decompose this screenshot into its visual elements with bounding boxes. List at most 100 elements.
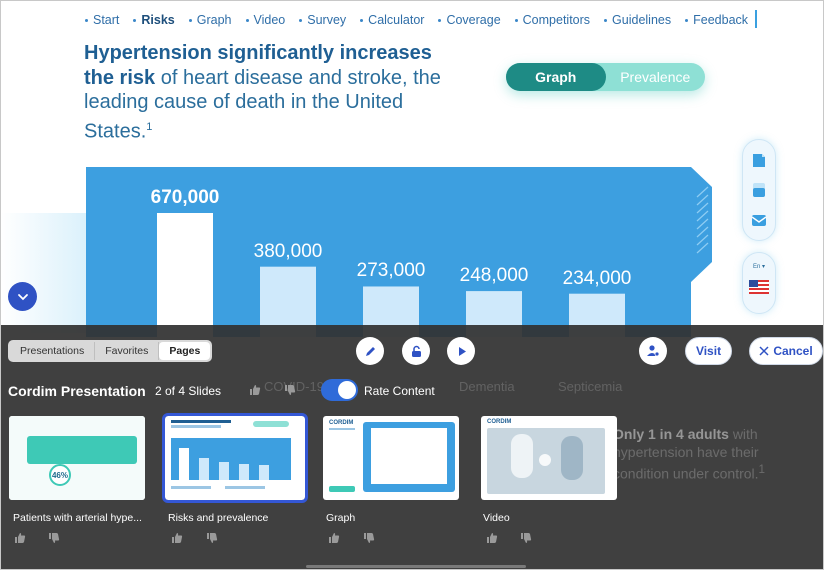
thumb-text-line: [225, 486, 265, 489]
bottom-scrollbar[interactable]: [306, 565, 526, 568]
nav-item-risks[interactable]: Risks: [133, 12, 175, 28]
slide-thumbnail-1[interactable]: 46%: [9, 416, 145, 500]
thumbnail-caption-1: Patients with arterial hype...: [13, 512, 142, 524]
bullet-icon: [245, 18, 249, 22]
toggle-prevalence[interactable]: Prevalence: [620, 69, 691, 85]
tab-presentations[interactable]: Presentations: [10, 342, 96, 360]
thumb-person: [511, 434, 533, 478]
toggle-graph[interactable]: Graph: [506, 63, 606, 91]
nav-item-coverage[interactable]: Coverage: [438, 12, 501, 28]
thumbs-up-icon[interactable]: [328, 532, 340, 544]
toggle-knob: [338, 381, 356, 399]
chart-value-label: 670,000: [150, 187, 220, 208]
nav-item-competitors[interactable]: Competitors: [514, 12, 590, 28]
bullet-icon: [438, 18, 442, 22]
chart-bar: [157, 213, 213, 337]
thumbs-down-icon[interactable]: [206, 532, 218, 544]
edit-button[interactable]: [356, 337, 384, 365]
graph-prevalence-toggle: Graph Prevalence: [506, 63, 705, 91]
thumb-person: [561, 436, 583, 480]
unlock-icon: [411, 345, 421, 357]
bullet-icon: [85, 18, 88, 22]
nav-item-graph[interactable]: Graph: [188, 12, 232, 28]
thumbs-down-icon[interactable]: [363, 532, 375, 544]
thumb-title-line: [171, 420, 231, 423]
language-code: En: [752, 264, 761, 270]
slide-thumbnail-2[interactable]: [162, 413, 308, 503]
nav-item-video[interactable]: Video: [245, 12, 286, 28]
slide-thumbnail-3[interactable]: CORDIM: [323, 416, 459, 500]
tab-favorites[interactable]: Favorites: [95, 342, 160, 360]
thumbnail-caption-2: Risks and prevalence: [168, 512, 269, 524]
thumb-plot: [371, 428, 447, 484]
us-flag-icon[interactable]: [749, 280, 769, 294]
thumbs-up-icon[interactable]: [249, 384, 261, 396]
nav-item-guidelines[interactable]: Guidelines: [604, 12, 671, 28]
pencil-icon: [365, 346, 375, 356]
rate-content-toggle[interactable]: [321, 379, 358, 401]
mail-icon[interactable]: [749, 210, 769, 230]
slides-count: 2 of 4 Slides: [155, 384, 222, 398]
chart-background: [86, 167, 712, 337]
nav-item-survey[interactable]: Survey: [299, 12, 346, 28]
nav-item-start[interactable]: Start: [85, 12, 119, 28]
nav-item-label: Guidelines: [612, 13, 672, 27]
chart-edge-stripes: [696, 186, 709, 254]
user-button[interactable]: [639, 337, 667, 365]
thumb-bar: [199, 458, 209, 480]
nav-item-label: Calculator: [368, 13, 425, 27]
layers-icon[interactable]: [749, 180, 769, 200]
nav-item-feedback[interactable]: Feedback: [685, 10, 758, 28]
panel-tabs: Presentations Favorites Pages: [8, 340, 213, 362]
thumbs-down-icon[interactable]: [520, 532, 532, 544]
visit-label: Visit: [695, 344, 722, 358]
thumb-text-line: [171, 486, 211, 489]
bar-chart: 670,000 380,000 273,000 248,000 234,000: [86, 167, 712, 337]
thumb-text-line: [329, 428, 355, 430]
bullet-icon: [299, 18, 303, 22]
thumbnail-caption-4: Video: [483, 512, 510, 524]
nav-item-label: Video: [253, 13, 286, 27]
thumbs-up-icon[interactable]: [14, 532, 26, 544]
chart-value-label: 380,000: [253, 240, 323, 262]
thumbs-down-icon[interactable]: [284, 384, 296, 396]
page-headline: Hypertension significantly increases the…: [84, 41, 464, 144]
document-icon[interactable]: [749, 150, 769, 170]
visit-button[interactable]: Visit: [685, 337, 732, 365]
collapse-button[interactable]: [8, 282, 37, 311]
presentation-title: Cordim Presentation: [8, 383, 146, 399]
thumb-toggle: [253, 421, 289, 427]
thumbnail-caption-3: Graph: [326, 512, 356, 524]
nav-item-label: Coverage: [446, 13, 501, 27]
slide-thumbnail-4[interactable]: CORDIM: [481, 416, 617, 500]
close-icon: [759, 346, 769, 356]
top-navigation: Start Risks Graph Video Survey Calculato…: [85, 10, 758, 28]
nav-item-label: Graph: [196, 13, 232, 27]
ghost-right-rest: with hypertension have their condition u…: [613, 426, 759, 482]
thumbs-down-icon[interactable]: [48, 532, 60, 544]
sidebar-tools: [742, 139, 776, 241]
tab-pages[interactable]: Pages: [159, 342, 211, 360]
play-button[interactable]: [447, 337, 475, 365]
thumbs-up-icon[interactable]: [171, 532, 183, 544]
thumbs-up-icon[interactable]: [486, 532, 498, 544]
headline-rest: of heart disease and stroke, the leading…: [84, 66, 441, 143]
play-icon: [458, 346, 466, 356]
cancel-button[interactable]: Cancel: [749, 337, 823, 365]
bullet-icon: [188, 18, 192, 22]
nav-item-label: Start: [93, 13, 120, 27]
thumb-logo: CORDIM: [487, 419, 512, 425]
ghost-right-bold: Only 1 in 4 adults: [613, 426, 729, 442]
thumb-title-line: [171, 425, 221, 428]
nav-item-label: Survey: [307, 13, 347, 27]
bullet-icon: [604, 18, 608, 22]
headline-bold: Hypertension significantly increases the…: [84, 42, 432, 89]
nav-item-calculator[interactable]: Calculator: [360, 12, 424, 28]
language-label[interactable]: En ▾: [752, 264, 766, 270]
lock-button[interactable]: [402, 337, 430, 365]
thumb-bar: [219, 462, 229, 480]
chart-glow: [1, 213, 91, 333]
ghost-right-text: Only 1 in 4 adults with hypertension hav…: [613, 425, 813, 483]
bullet-icon: [133, 18, 137, 22]
